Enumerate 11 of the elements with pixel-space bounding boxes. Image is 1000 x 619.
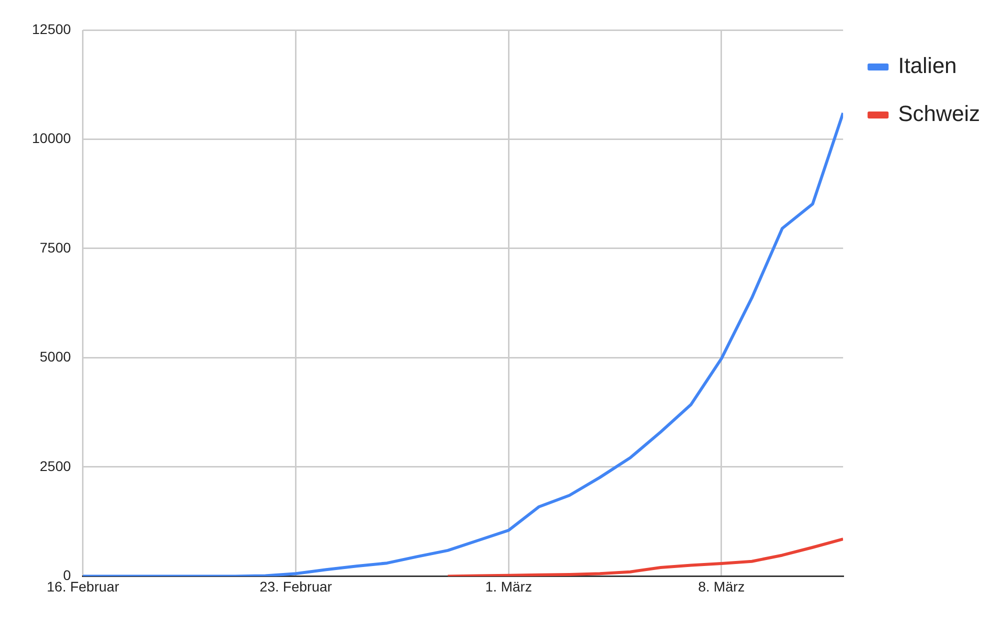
y-tick-label: 0 bbox=[63, 567, 72, 584]
y-tick-label: 7500 bbox=[40, 239, 72, 256]
x-tick-label: 1. März bbox=[485, 578, 532, 594]
legend-label: Schweiz bbox=[898, 101, 980, 126]
x-tick-label: 8. März bbox=[698, 578, 745, 594]
y-tick-label: 5000 bbox=[40, 348, 72, 365]
x-tick-label: 23. Februar bbox=[260, 578, 332, 594]
y-tick-label: 12500 bbox=[32, 20, 72, 37]
legend-label: Italien bbox=[898, 53, 957, 78]
y-tick-label: 10000 bbox=[32, 130, 72, 146]
y-tick-label: 2500 bbox=[40, 458, 72, 474]
